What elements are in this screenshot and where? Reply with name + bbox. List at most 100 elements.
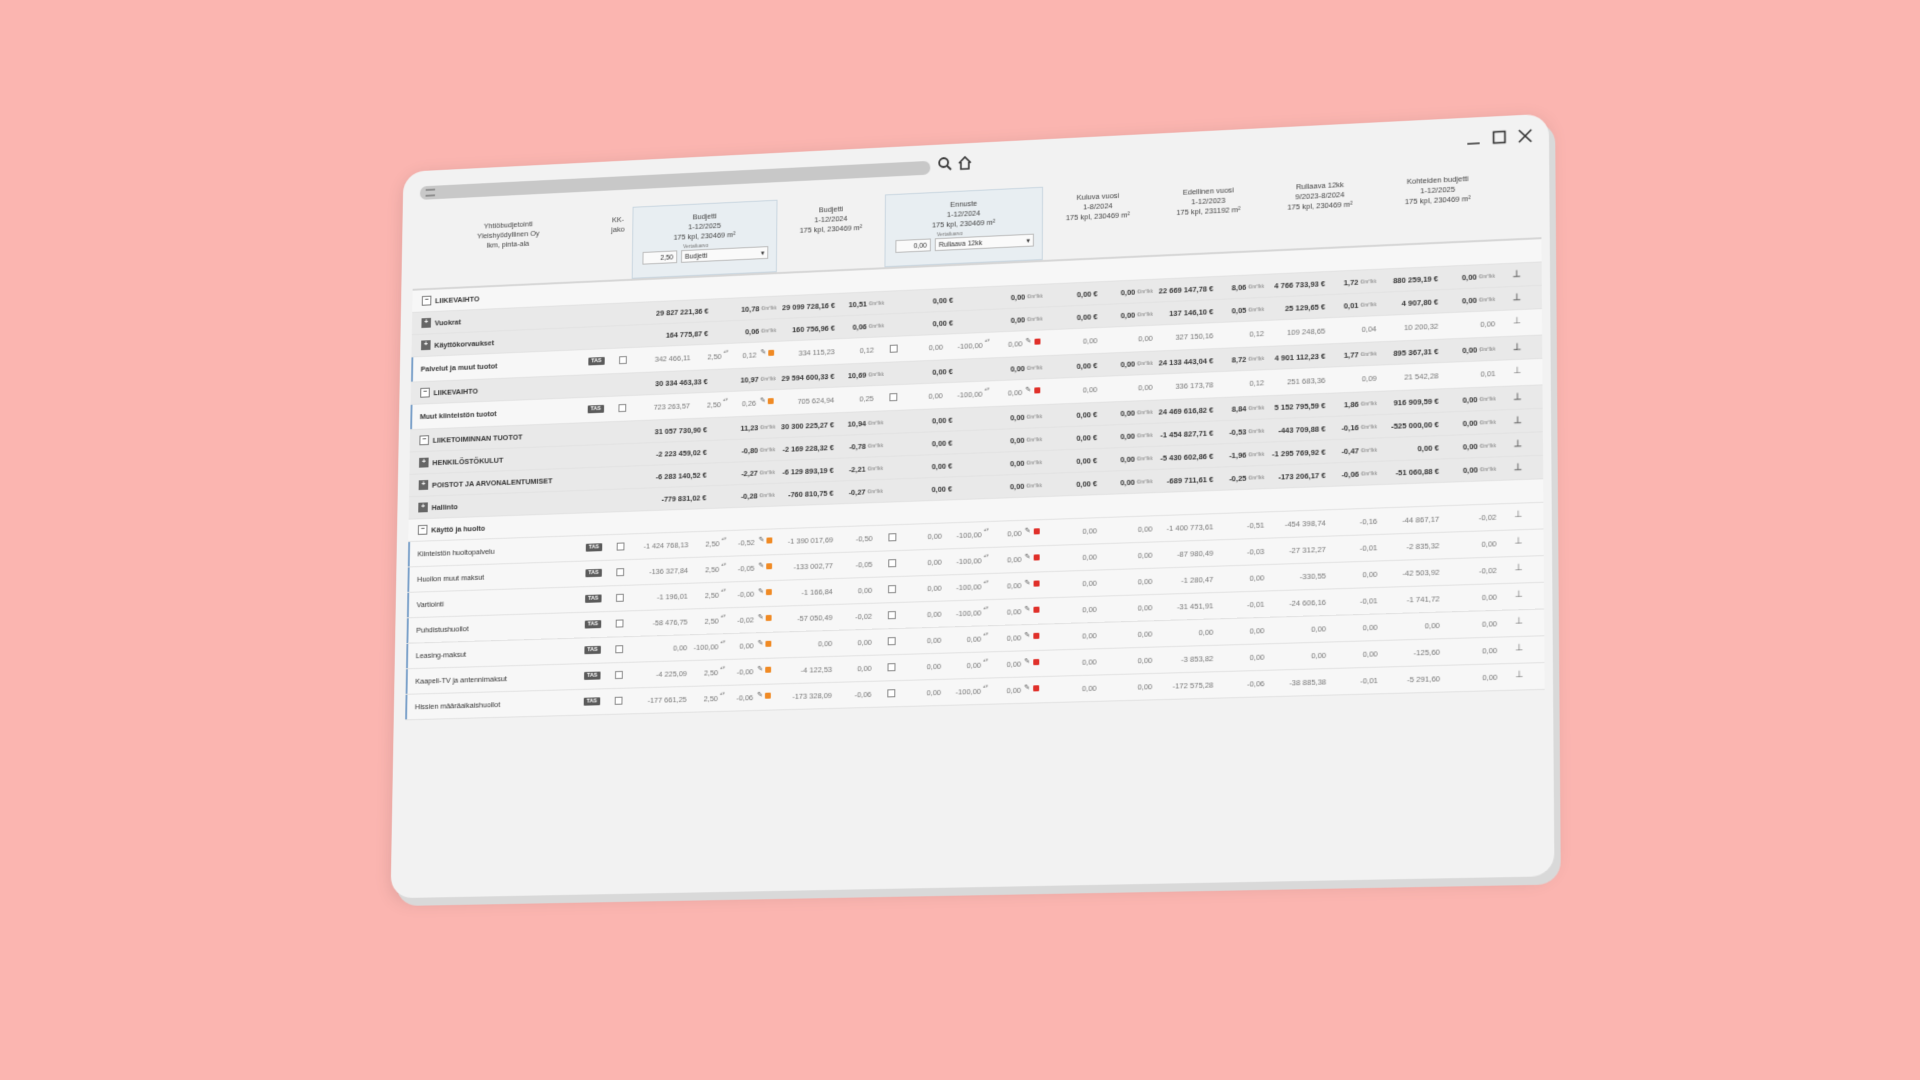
lock-icon[interactable] [1033, 685, 1039, 691]
pin-icon[interactable]: ⊥ [1513, 315, 1521, 327]
forecast-checkbox[interactable] [888, 533, 896, 541]
expand-icon[interactable]: + [419, 458, 429, 468]
lock-icon[interactable] [765, 693, 771, 699]
edit-icon[interactable]: ✎ [758, 587, 764, 595]
forecast-checkbox[interactable] [889, 393, 897, 401]
row-checkbox[interactable] [616, 568, 624, 576]
pin-icon[interactable]: ⊥ [1514, 415, 1522, 427]
edit-icon[interactable]: ✎ [1025, 579, 1031, 587]
pin-icon[interactable]: ⊥ [1514, 438, 1522, 450]
lock-icon[interactable] [1033, 633, 1039, 639]
pin-icon[interactable]: ⊥ [1515, 615, 1523, 627]
pin-icon[interactable]: ⊥ [1514, 462, 1522, 474]
spinner-icon[interactable]: ▴▾ [983, 632, 988, 637]
collapse-icon[interactable]: − [419, 435, 429, 445]
edit-icon[interactable]: ✎ [1025, 553, 1031, 561]
spinner-icon[interactable]: ▴▾ [983, 658, 988, 663]
lock-icon[interactable] [765, 641, 771, 647]
lock-icon[interactable] [1034, 387, 1040, 393]
tas-badge[interactable]: TAS [585, 620, 601, 628]
forecast-checkbox[interactable] [887, 689, 895, 697]
lock-icon[interactable] [766, 537, 772, 543]
edit-icon[interactable]: ✎ [757, 665, 763, 673]
spinner-icon[interactable]: ▴▾ [985, 339, 990, 344]
edit-icon[interactable]: ✎ [1024, 631, 1030, 639]
lock-icon[interactable] [768, 398, 774, 404]
spinner-icon[interactable]: ▴▾ [984, 387, 989, 392]
forecast-checkbox[interactable] [888, 663, 896, 671]
expand-icon[interactable]: + [421, 318, 431, 328]
spinner-icon[interactable]: ▴▾ [984, 554, 989, 559]
pin-icon[interactable]: ⊥ [1513, 391, 1521, 403]
tas-badge[interactable]: TAS [584, 697, 600, 705]
pin-icon[interactable]: ⊥ [1514, 509, 1522, 521]
expand-icon[interactable]: + [421, 340, 431, 350]
pin-icon[interactable]: ⊥ [1513, 268, 1521, 279]
row-checkbox[interactable] [617, 542, 625, 550]
minimize-icon[interactable] [1461, 127, 1486, 152]
menu-icon[interactable] [426, 189, 436, 197]
tas-badge[interactable]: TAS [585, 594, 601, 602]
budget-pct-input[interactable]: 2,50 [642, 250, 677, 264]
budget-compare-select[interactable]: Budjetti ▾ [681, 246, 768, 263]
row-checkbox[interactable] [615, 697, 623, 705]
row-checkbox[interactable] [616, 619, 624, 627]
edit-icon[interactable]: ✎ [760, 396, 766, 404]
edit-icon[interactable]: ✎ [1026, 337, 1032, 345]
lock-icon[interactable] [766, 589, 772, 595]
tas-badge[interactable]: TAS [585, 569, 601, 577]
spinner-icon[interactable]: ▴▾ [984, 528, 989, 533]
forecast-checkbox[interactable] [890, 345, 898, 353]
tas-badge[interactable]: TAS [584, 646, 600, 654]
pin-icon[interactable]: ⊥ [1513, 365, 1521, 377]
home-icon[interactable] [954, 154, 976, 177]
row-checkbox[interactable] [616, 594, 624, 602]
edit-icon[interactable]: ✎ [1024, 605, 1030, 613]
lock-icon[interactable] [1034, 338, 1040, 344]
tas-badge[interactable]: TAS [588, 405, 604, 413]
lock-icon[interactable] [768, 350, 774, 356]
forecast-checkbox[interactable] [888, 611, 896, 619]
edit-icon[interactable]: ✎ [758, 613, 764, 621]
spinner-icon[interactable]: ▴▾ [984, 580, 989, 585]
edit-icon[interactable]: ✎ [1025, 386, 1031, 394]
collapse-icon[interactable]: − [418, 525, 428, 535]
edit-icon[interactable]: ✎ [757, 691, 763, 699]
lock-icon[interactable] [1033, 659, 1039, 665]
spinner-icon[interactable]: ▴▾ [983, 606, 988, 611]
lock-icon[interactable] [1033, 607, 1039, 613]
tas-badge[interactable]: TAS [588, 357, 604, 365]
lock-icon[interactable] [765, 667, 771, 673]
edit-icon[interactable]: ✎ [758, 561, 764, 569]
row-checkbox[interactable] [619, 356, 627, 364]
lock-icon[interactable] [766, 615, 772, 621]
expand-icon[interactable]: + [419, 480, 429, 490]
address-bar[interactable] [420, 161, 931, 200]
tas-badge[interactable]: TAS [586, 543, 602, 551]
edit-icon[interactable]: ✎ [1025, 527, 1031, 535]
forecast-checkbox[interactable] [888, 559, 896, 567]
pin-icon[interactable]: ⊥ [1513, 292, 1521, 304]
spinner-icon[interactable]: ▴▾ [983, 685, 988, 690]
forecast-checkbox[interactable] [888, 585, 896, 593]
row-checkbox[interactable] [618, 404, 626, 412]
lock-icon[interactable] [1034, 528, 1040, 534]
row-checkbox[interactable] [615, 671, 623, 679]
pin-icon[interactable]: ⊥ [1513, 341, 1521, 353]
pin-icon[interactable]: ⊥ [1515, 589, 1523, 601]
pin-icon[interactable]: ⊥ [1515, 642, 1523, 654]
forecast-pct-input[interactable]: 0,00 [895, 238, 931, 252]
edit-icon[interactable]: ✎ [1024, 683, 1030, 691]
collapse-icon[interactable]: − [422, 296, 432, 306]
pin-icon[interactable]: ⊥ [1514, 535, 1522, 547]
close-icon[interactable] [1513, 124, 1538, 149]
search-icon[interactable] [934, 155, 956, 178]
edit-icon[interactable]: ✎ [759, 536, 765, 544]
lock-icon[interactable] [1034, 580, 1040, 586]
edit-icon[interactable]: ✎ [758, 639, 764, 647]
edit-icon[interactable]: ✎ [1024, 657, 1030, 665]
maximize-icon[interactable] [1487, 126, 1512, 151]
pin-icon[interactable]: ⊥ [1514, 562, 1522, 574]
tas-badge[interactable]: TAS [584, 672, 600, 680]
lock-icon[interactable] [766, 563, 772, 569]
